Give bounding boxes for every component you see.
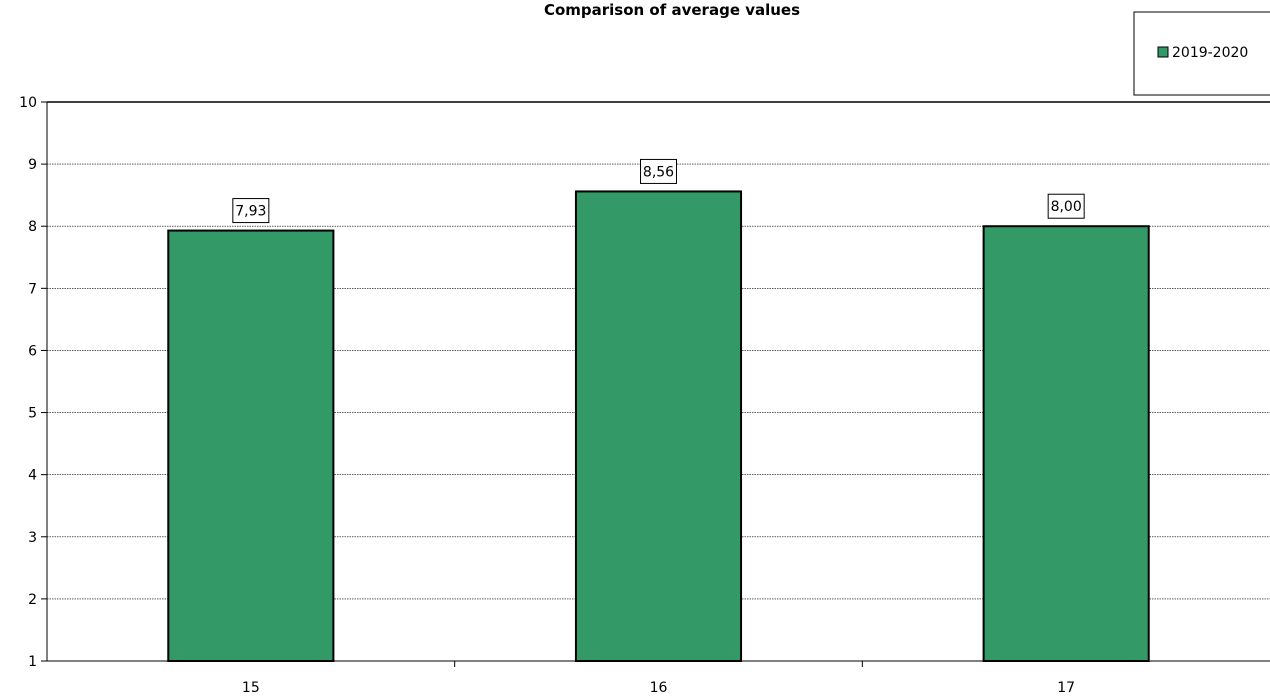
y-tick-label: 7 [28, 281, 37, 297]
data-labels: 7,93 8,56 8,00 [232, 158, 1085, 224]
y-tick-label: 6 [28, 343, 37, 359]
bar-17 [982, 225, 1150, 662]
data-label-box [1047, 193, 1085, 219]
data-label-box [232, 198, 270, 224]
bar-15 [167, 229, 335, 662]
bars-group [167, 190, 1150, 662]
y-tick-label: 2 [28, 592, 37, 608]
data-label: 7,93 [235, 204, 266, 220]
legend-label: 2019-2020 [1172, 45, 1248, 61]
y-axis-ticks: 1 2 3 4 5 6 7 8 9 10 [19, 95, 47, 670]
y-tick-label: 4 [28, 468, 37, 484]
data-label: 8,00 [1051, 199, 1082, 215]
x-tick-label: 17 [1057, 680, 1075, 696]
x-axis-ticks: 15 16 17 [242, 661, 1075, 696]
y-tick-label: 1 [28, 654, 37, 670]
axes [46, 101, 1270, 662]
data-label-box [640, 158, 677, 184]
legend: 2019-2020 [1133, 11, 1270, 96]
chart-title: Comparison of average values [544, 1, 800, 19]
y-tick-label: 3 [28, 530, 37, 546]
x-tick-label: 15 [242, 680, 260, 696]
legend-box [1133, 11, 1270, 96]
legend-swatch [1157, 46, 1169, 58]
y-tick-label: 9 [28, 157, 37, 173]
y-tick-label: 5 [28, 406, 37, 422]
y-tick-label: 10 [19, 95, 37, 111]
x-tick-label: 16 [650, 680, 668, 696]
bar-16 [574, 190, 743, 662]
y-tick-label: 8 [28, 219, 37, 235]
data-label: 8,56 [643, 164, 674, 180]
